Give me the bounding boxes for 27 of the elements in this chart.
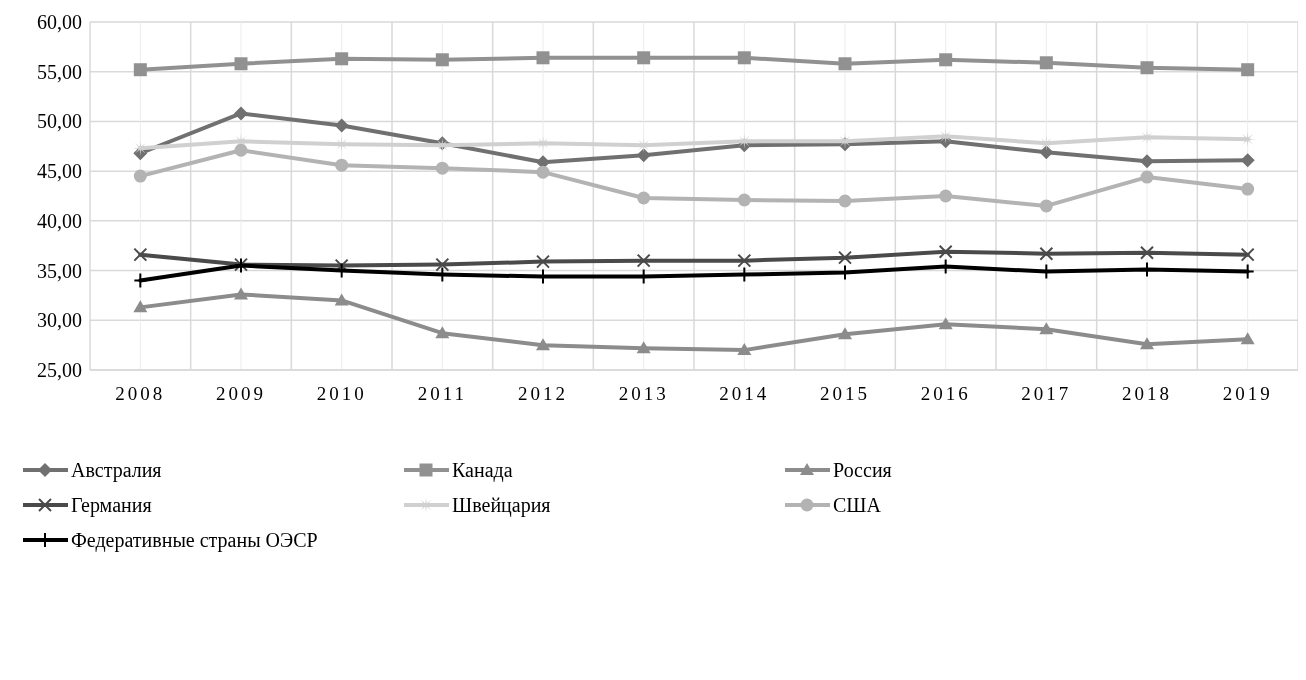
x-tick-label: 2013 [618,383,669,404]
x-tick-label: 2014 [719,383,770,404]
y-tick-label: 40,00 [37,209,82,232]
x-tick-label: 2015 [820,383,870,404]
x-tick-label: 2010 [316,383,367,404]
legend-label: США [833,494,882,516]
legend-label: Федеративные страны ОЭСР [71,529,318,552]
x-tick-label: 2016 [920,383,971,404]
legend-label: Канада [452,459,513,482]
legend-label: Швейцария [452,494,551,517]
legend-label: Германия [71,494,152,517]
y-tick-label: 55,00 [37,60,82,83]
x-tick-label: 2012 [518,383,568,404]
x-tick-label: 2017 [1021,383,1072,404]
legend-label: Австралия [71,459,162,482]
y-tick-label: 35,00 [37,259,82,282]
x-tick-label: 2011 [417,383,467,404]
x-tick-label: 2018 [1122,383,1172,404]
y-tick-label: 60,00 [37,11,82,33]
x-tick-label: 2008 [115,383,166,404]
legend-label: Россия [833,459,892,481]
y-tick-label: 45,00 [37,160,82,183]
y-tick-label: 30,00 [37,309,82,332]
x-tick-label: 2019 [1222,383,1273,404]
y-tick-label: 25,00 [37,359,82,381]
y-tick-label: 50,00 [37,110,82,133]
x-tick-label: 2009 [216,383,266,404]
